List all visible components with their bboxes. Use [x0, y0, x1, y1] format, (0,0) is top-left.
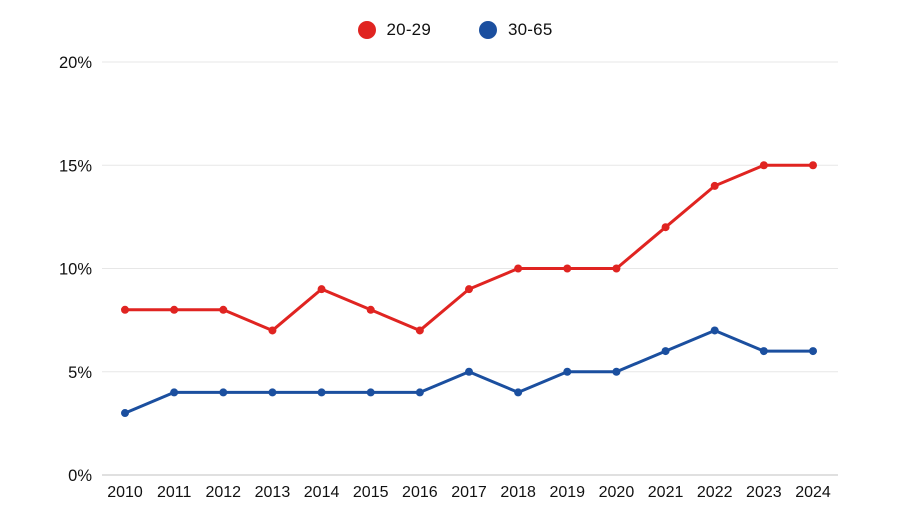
x-tick-label: 2016	[402, 484, 438, 501]
x-tick-label: 2018	[500, 484, 536, 501]
data-point-20-29-2019	[563, 264, 572, 273]
legend-label: 30-65	[508, 20, 553, 39]
data-point-20-29-2018	[514, 264, 523, 273]
x-tick-label: 2021	[648, 484, 684, 501]
y-tick-label: 5%	[68, 364, 92, 382]
x-tick-label: 2015	[353, 484, 389, 501]
data-point-20-29-2013	[268, 326, 277, 335]
x-tick-label: 2020	[599, 484, 635, 501]
data-point-20-29-2022	[710, 181, 719, 190]
data-point-30-65-2014	[317, 388, 326, 397]
x-tick-label: 2022	[697, 484, 733, 501]
x-tick-label: 2014	[304, 484, 340, 501]
data-point-30-65-2022	[710, 326, 719, 335]
data-point-30-65-2012	[219, 388, 228, 397]
y-tick-label: 15%	[59, 157, 92, 175]
data-point-20-29-2015	[366, 305, 375, 314]
data-point-30-65-2023	[759, 347, 768, 356]
legend-dot-icon	[479, 21, 497, 39]
x-tick-label: 2023	[746, 484, 782, 501]
data-point-30-65-2018	[514, 388, 523, 397]
data-point-20-29-2017	[465, 285, 473, 294]
data-point-30-65-2010	[121, 409, 129, 418]
data-point-30-65-2021	[661, 347, 670, 356]
x-tick-label: 2024	[795, 484, 831, 501]
y-tick-label: 0%	[68, 467, 92, 485]
legend: 20-29 30-65	[0, 20, 910, 40]
data-point-20-29-2016	[415, 326, 424, 335]
data-point-20-29-2023	[759, 161, 768, 170]
legend-label: 20-29	[386, 20, 431, 39]
data-point-20-29-2010	[121, 305, 129, 314]
data-point-30-65-2019	[563, 367, 572, 376]
x-tick-label: 2011	[157, 484, 192, 501]
data-point-30-65-2016	[415, 388, 424, 397]
data-point-30-65-2013	[268, 388, 277, 397]
x-tick-label: 2017	[451, 484, 487, 501]
x-tick-label: 2019	[549, 484, 585, 501]
y-tick-label: 10%	[59, 261, 92, 279]
data-point-20-29-2020	[612, 264, 621, 273]
data-point-30-65-2020	[612, 367, 621, 376]
y-tick-label: 20%	[59, 54, 92, 72]
x-tick-label: 2013	[255, 484, 291, 501]
data-point-30-65-2015	[366, 388, 375, 397]
data-point-20-29-2014	[317, 285, 326, 294]
legend-dot-icon	[357, 21, 376, 39]
legend-item-20-29: 20-29	[357, 20, 431, 40]
data-point-30-65-2017	[465, 367, 473, 376]
legend-item-30-65: 30-65	[479, 20, 552, 40]
data-point-30-65-2011	[170, 388, 179, 397]
data-point-20-29-2021	[661, 223, 670, 232]
data-point-20-29-2012	[219, 305, 228, 314]
data-point-20-29-2011	[170, 305, 179, 314]
data-point-30-65-2024	[809, 347, 817, 356]
x-tick-label: 2010	[107, 484, 143, 501]
data-point-20-29-2024	[809, 161, 817, 170]
x-tick-label: 2012	[205, 484, 241, 501]
series-line-20-29	[123, 163, 815, 333]
